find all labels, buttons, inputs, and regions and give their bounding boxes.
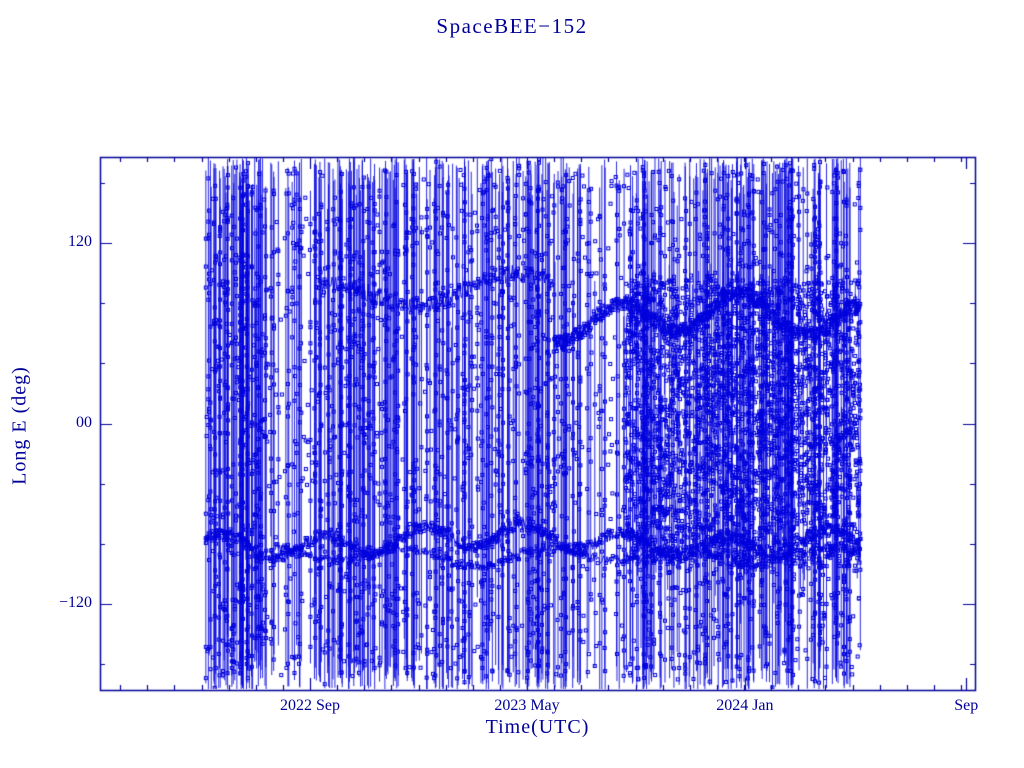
y-tick-label: 00 [76, 413, 92, 431]
x-axis-label: Time(UTC) [485, 716, 590, 738]
y-tick-label: 120 [68, 232, 92, 250]
x-tick-label: 2022 Sep [280, 697, 340, 714]
x-tick-label: 2024 Jan [716, 697, 774, 714]
y-tick-label: −120 [58, 594, 92, 612]
x-tick-label: 2023 May [494, 697, 560, 714]
x-tick-label: Sep [954, 697, 979, 714]
chart-title: SpaceBEE−152 [436, 14, 588, 38]
